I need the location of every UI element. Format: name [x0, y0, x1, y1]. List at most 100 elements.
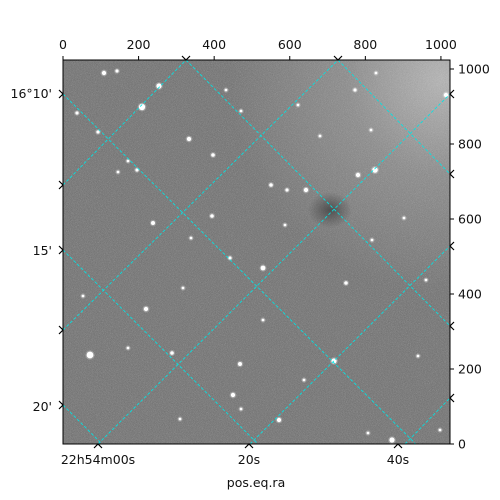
star	[296, 103, 300, 107]
y-right-tick-label: 400	[458, 287, 482, 302]
world-tick-mark	[58, 325, 64, 335]
grid-line	[63, 93, 417, 444]
star	[353, 88, 357, 92]
grid-line	[97, 93, 450, 444]
star	[126, 159, 130, 163]
dec-label-1: 15'	[33, 243, 52, 258]
grid-line	[63, 404, 103, 444]
stars	[74, 68, 450, 444]
x-top-tick-label: 0	[59, 37, 67, 52]
x-top-tick-label: 800	[353, 37, 377, 52]
star	[189, 236, 193, 240]
world-tick-mark	[58, 89, 64, 99]
star	[186, 136, 192, 142]
world-tick-mark	[58, 180, 64, 190]
star	[116, 170, 120, 174]
star	[285, 188, 289, 192]
world-tick-mark	[244, 443, 254, 449]
world-tick-mark	[93, 443, 103, 449]
star	[374, 71, 378, 75]
star	[366, 431, 370, 435]
star	[86, 351, 94, 359]
star	[228, 256, 232, 260]
star	[416, 354, 420, 358]
star	[261, 318, 265, 322]
dec-label-2: 20'	[33, 399, 52, 414]
world-tick-mark	[449, 321, 455, 331]
star	[81, 294, 85, 298]
world-tick-mark	[333, 55, 343, 61]
star	[389, 437, 395, 443]
star	[269, 183, 273, 187]
star	[424, 278, 428, 282]
star	[238, 362, 242, 366]
star	[151, 221, 155, 225]
star	[370, 238, 374, 242]
star	[210, 214, 214, 218]
star	[239, 407, 243, 411]
star	[372, 167, 378, 173]
star	[402, 216, 406, 220]
ra-label-0: 22h54m00s	[61, 452, 135, 467]
star	[211, 153, 215, 157]
star	[303, 187, 309, 193]
world-tick-mark	[181, 55, 191, 61]
ra-label-2: 40s	[387, 452, 409, 467]
star	[224, 88, 228, 92]
star	[344, 281, 348, 285]
sky-image	[63, 60, 450, 444]
star	[181, 286, 185, 290]
star	[318, 134, 322, 138]
grid-line	[337, 60, 450, 175]
star	[369, 128, 373, 132]
grid-line	[185, 60, 450, 327]
x-top-tick-label: 200	[127, 37, 151, 52]
world-tick-mark	[58, 400, 64, 410]
grid-line	[249, 245, 450, 444]
world-tick-mark	[449, 393, 455, 403]
star	[283, 223, 287, 227]
star	[138, 103, 146, 111]
star	[101, 70, 107, 76]
star	[260, 265, 266, 271]
y-right-tick-label: 200	[458, 362, 482, 377]
star	[443, 92, 449, 98]
star	[96, 130, 100, 134]
y-right-tick-label: 800	[458, 137, 482, 152]
star	[135, 168, 139, 172]
image-noise	[63, 60, 450, 444]
grid-line	[63, 60, 339, 331]
star	[126, 346, 130, 350]
star	[276, 417, 282, 423]
x-top-tick-label: 600	[278, 37, 302, 52]
star	[302, 378, 306, 382]
star	[438, 428, 442, 432]
faint-galaxy	[308, 192, 352, 228]
y-right-tick-label: 600	[458, 212, 482, 227]
coordinate-grid	[63, 60, 450, 444]
star	[239, 109, 243, 113]
x-axis-title: pos.eq.ra	[227, 475, 285, 490]
y-right-tick-label: 1000	[458, 62, 490, 77]
world-tick-mark	[449, 89, 455, 99]
pixel-ticks: 0 200 400 600 800 1000 0 200 400 600 800 1000	[59, 37, 490, 452]
dec-label-0: 16°10'	[11, 86, 53, 101]
ra-label-1: 20s	[238, 452, 260, 467]
world-tick-mark	[449, 241, 455, 251]
world-tick-mark	[449, 169, 455, 179]
star	[143, 306, 149, 312]
grid-line	[63, 249, 259, 444]
x-top-tick-label: 400	[202, 37, 226, 52]
star	[170, 351, 174, 355]
world-tick-mark	[58, 245, 64, 255]
star	[230, 392, 236, 398]
star	[115, 69, 119, 73]
world-ticks	[58, 55, 455, 449]
star	[156, 83, 162, 89]
y-right-tick-label: 0	[458, 437, 466, 452]
plot-frame	[62, 59, 451, 445]
star	[355, 172, 361, 178]
grid-line	[63, 60, 187, 186]
grid-line	[404, 397, 450, 444]
